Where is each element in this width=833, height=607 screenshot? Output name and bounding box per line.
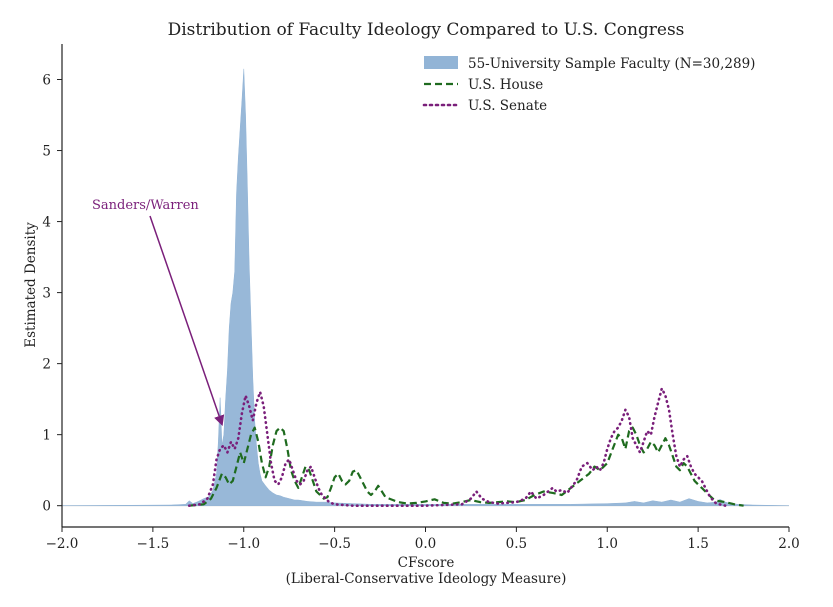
y-axis-label: Estimated Density [23,222,39,348]
legend-swatch-faculty [424,56,458,69]
x-axis-sublabel: (Liberal-Conservative Ideology Measure) [286,571,567,587]
legend-label-senate: U.S. Senate [468,98,547,114]
legend-label-house: U.S. House [468,77,543,93]
x-tick-label: −1.5 [136,536,169,552]
y-tick-label: 1 [42,428,51,444]
sanders-warren-annotation: Sanders/Warren [92,198,199,213]
y-tick-label: 0 [42,499,51,515]
x-tick-label: −0.5 [318,536,351,552]
series-house-line [189,426,744,507]
y-tick-label: 3 [42,286,51,302]
x-tick-label: 1.0 [597,536,618,552]
legend: 55-University Sample Faculty (N=30,289) … [422,56,755,114]
series-faculty-area [61,68,790,506]
x-tick-label: 2.0 [778,536,799,552]
y-tick-label: 5 [42,144,51,160]
x-tick-label: −2.0 [46,536,79,552]
legend-label-faculty: 55-University Sample Faculty (N=30,289) [468,56,755,72]
x-tick-label: 0.0 [415,536,436,552]
x-tick-label: 1.5 [687,536,708,552]
y-tick-label: 2 [42,357,51,373]
x-tick-label: 0.5 [506,536,527,552]
x-axis-ticks: −2.0 −1.5 −1.0 −0.5 0.0 0.5 1.0 1.5 2.0 [46,527,800,552]
plot-area [61,68,790,507]
series-senate-line [187,387,727,507]
y-tick-label: 4 [42,215,51,231]
chart-title: Distribution of Faculty Ideology Compare… [168,20,685,40]
x-axis-label: CFscore [398,555,455,571]
annotation-arrow [149,215,225,426]
x-tick-label: −1.0 [227,536,260,552]
y-axis-ticks: 0 1 2 3 4 5 6 [42,73,62,515]
y-tick-label: 6 [42,73,51,89]
